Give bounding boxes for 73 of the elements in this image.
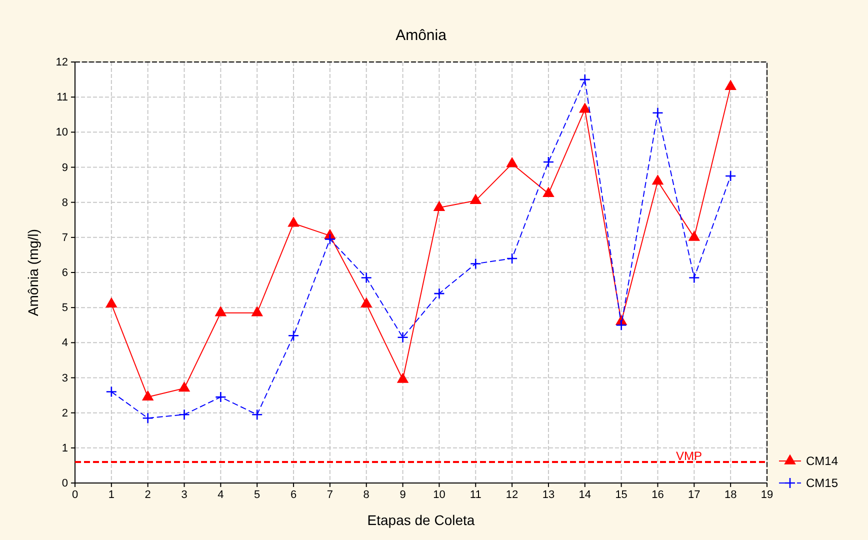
- point: [178, 381, 190, 392]
- point: [106, 386, 118, 398]
- x-tick-label: 5: [254, 488, 260, 501]
- point: [688, 230, 700, 241]
- x-tick-label: 3: [181, 488, 188, 501]
- x-tick-label: 4: [218, 488, 224, 501]
- point: [724, 170, 736, 182]
- point: [288, 330, 300, 342]
- point: [579, 102, 591, 113]
- point: [470, 258, 482, 270]
- x-tick-label: 2: [144, 488, 151, 501]
- x-tick-label: 0: [72, 488, 78, 501]
- point: [288, 216, 300, 227]
- y-tick-label: 10: [56, 126, 68, 139]
- x-tick-label: 19: [760, 488, 774, 501]
- point: [434, 288, 445, 300]
- y-tick-label: 5: [62, 302, 68, 314]
- point: [724, 80, 736, 90]
- y-tick-label: 1: [62, 442, 68, 454]
- legend-label: CM14: [806, 454, 838, 468]
- point: [214, 306, 227, 316]
- point: [215, 391, 226, 403]
- y-tick-label: 9: [62, 162, 68, 174]
- point: [579, 74, 591, 86]
- point: [142, 390, 154, 400]
- x-tick-label: 6: [290, 488, 297, 501]
- y-tick-label: 0: [62, 478, 68, 490]
- point: [542, 156, 554, 168]
- x-tick-label: 11: [470, 488, 482, 501]
- ref-line-label: VMP: [676, 448, 702, 463]
- point: [142, 412, 154, 424]
- y-tick-label: 4: [62, 337, 68, 350]
- point: [360, 297, 372, 308]
- x-tick-label: 13: [542, 488, 555, 501]
- x-tick-label: 18: [724, 488, 737, 501]
- x-tick-label: 17: [688, 488, 700, 501]
- x-tick-label: 16: [652, 488, 664, 501]
- point: [397, 332, 408, 344]
- x-tick-label: 8: [363, 488, 370, 501]
- point: [360, 272, 372, 284]
- x-tick-label: 7: [326, 488, 334, 501]
- point: [251, 408, 263, 420]
- point: [433, 200, 446, 211]
- y-tick-label: 12: [56, 56, 68, 69]
- y-tick-label: 3: [62, 372, 68, 384]
- point: [506, 156, 518, 168]
- point: [506, 252, 518, 264]
- point: [251, 306, 263, 316]
- chart-title: Amônia: [396, 27, 448, 44]
- point: [652, 174, 664, 185]
- x-axis-title: Etapas de Coleta: [367, 512, 475, 528]
- point: [178, 408, 190, 420]
- point: [106, 297, 118, 308]
- y-axis-title: Amônia (mg/l): [25, 228, 41, 316]
- y-tick-label: 7: [62, 232, 68, 244]
- point: [324, 234, 336, 245]
- point: [470, 194, 482, 204]
- x-tick-label: 14: [578, 488, 592, 501]
- point: [616, 319, 627, 331]
- y-tick-label: 6: [62, 267, 68, 280]
- x-tick-label: 1: [108, 488, 114, 501]
- x-tick-label: 15: [615, 488, 628, 501]
- point: [396, 372, 409, 383]
- y-tick-label: 11: [56, 92, 68, 104]
- y-tick-label: 2: [62, 407, 68, 420]
- x-tick-label: 9: [400, 488, 406, 501]
- point: [542, 186, 554, 197]
- legend-label: CM15: [806, 476, 838, 490]
- y-tick-label: 8: [62, 196, 68, 209]
- point: [652, 107, 664, 119]
- point: [688, 272, 700, 284]
- x-tick-label: 12: [506, 488, 518, 501]
- x-tick-label: 10: [433, 488, 446, 501]
